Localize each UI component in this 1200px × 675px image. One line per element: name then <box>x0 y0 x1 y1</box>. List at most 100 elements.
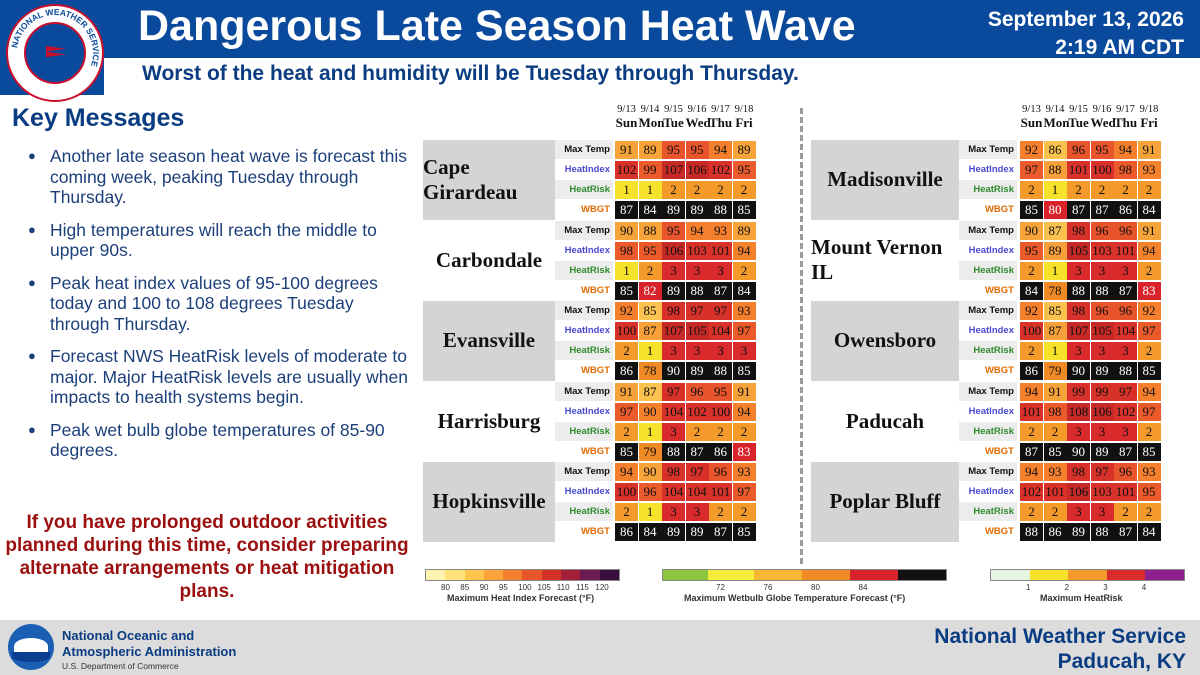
legend-tick: 84 <box>858 583 868 592</box>
forecast-cell: 98 <box>615 241 638 260</box>
forecast-cell: 1 <box>615 261 638 280</box>
forecast-cell: 3 <box>1067 261 1090 280</box>
day-header-weekday: Fri <box>735 115 753 130</box>
forecast-cell: 100 <box>1020 322 1043 340</box>
forecast-cell: 105 <box>1067 241 1090 260</box>
list-item: Another late season heat wave is forecas… <box>28 146 408 208</box>
day-header: 9/18 Fri <box>1138 104 1161 131</box>
forecast-cell: 94 <box>615 463 638 481</box>
location-name: Poplar Bluff <box>811 462 959 542</box>
row-label: Max Temp <box>959 140 1017 159</box>
forecast-cell: 88 <box>638 221 662 240</box>
day-header-weekday: Sun <box>1020 115 1043 130</box>
forecast-cell: 96 <box>1114 302 1137 320</box>
forecast-cell: 91 <box>1043 382 1067 401</box>
forecast-cell: 94 <box>732 241 756 260</box>
forecast-cell: 89 <box>662 201 685 219</box>
forecast-cell: 83 <box>1137 281 1161 300</box>
day-header-date: 9/16 <box>1092 104 1112 115</box>
row-label: Max Temp <box>959 381 1017 401</box>
day-header: 9/17 Thu <box>709 104 732 131</box>
row-label: Max Temp <box>555 220 613 240</box>
forecast-cell: 88 <box>1114 362 1137 380</box>
forecast-cell: 104 <box>662 483 685 501</box>
legend-tick: 76 <box>763 583 773 592</box>
location-name: Mount Vernon IL <box>811 220 959 300</box>
day-header-weekday: Tue <box>663 115 684 130</box>
forecast-cell: 3 <box>685 342 709 360</box>
row-label: WBGT <box>555 361 613 380</box>
location-name: Paducah <box>811 381 959 461</box>
forecast-cell: 99 <box>1067 382 1090 401</box>
row-label: WBGT <box>555 200 613 219</box>
day-header: 9/14 Mon <box>638 104 665 131</box>
row-label: HeatIndex <box>555 401 613 421</box>
forecast-cell: 97 <box>709 302 732 320</box>
forecast-cell: 2 <box>615 342 638 360</box>
forecast-cell: 89 <box>662 281 685 300</box>
forecast-cell: 107 <box>1067 322 1090 340</box>
forecast-cell: 85 <box>1043 442 1067 461</box>
forecast-cell: 98 <box>1043 402 1067 421</box>
forecast-cell: 3 <box>1090 422 1114 441</box>
forecast-cell: 3 <box>662 261 685 280</box>
day-header-date: 9/16 <box>687 104 707 115</box>
day-header-weekday: Wed <box>1090 115 1116 130</box>
forecast-cell: 84 <box>638 201 662 219</box>
forecast-cell: 95 <box>662 141 685 159</box>
forecast-cell: 95 <box>1020 241 1043 260</box>
row-label: WBGT <box>555 441 613 461</box>
noaa-name: National Oceanic and Atmospheric Adminis… <box>62 628 236 660</box>
forecast-cell: 85 <box>1043 302 1067 320</box>
page-title: Dangerous Late Season Heat Wave <box>138 2 856 50</box>
forecast-cell: 2 <box>732 503 756 521</box>
forecast-cell: 106 <box>1067 483 1090 501</box>
forecast-cell: 97 <box>662 382 685 401</box>
forecast-cell: 1 <box>638 503 662 521</box>
forecast-cell: 95 <box>1137 483 1161 501</box>
nws-logo-icon: NATIONAL WEATHER SERVICE <box>6 4 104 102</box>
row-label: HeatRisk <box>555 502 613 521</box>
forecast-cell: 97 <box>1020 161 1043 179</box>
forecast-cell: 87 <box>1043 221 1067 240</box>
day-header-weekday: Mon <box>638 115 665 130</box>
day-header: 9/17 Thu <box>1114 104 1137 131</box>
forecast-cell: 96 <box>638 483 662 501</box>
forecast-cell: 86 <box>615 362 638 380</box>
forecast-cell: 96 <box>1090 302 1114 320</box>
forecast-cell: 103 <box>685 241 709 260</box>
row-label: HeatIndex <box>959 482 1017 501</box>
forecast-cell: 2 <box>732 181 756 199</box>
forecast-cell: 2 <box>1020 261 1043 280</box>
row-label: HeatRisk <box>555 260 613 280</box>
forecast-cell: 94 <box>1020 463 1043 481</box>
forecast-cell: 88 <box>1067 281 1090 300</box>
forecast-cell: 86 <box>1043 141 1067 159</box>
list-item: High temperatures will reach the middle … <box>28 220 408 261</box>
forecast-cell: 87 <box>1090 201 1114 219</box>
forecast-cell: 80 <box>1043 201 1067 219</box>
day-header-date: 9/17 <box>1116 104 1135 115</box>
forecast-cell: 99 <box>1090 382 1114 401</box>
forecast-cell: 3 <box>662 503 685 521</box>
row-label: HeatRisk <box>555 341 613 360</box>
forecast-cell: 2 <box>732 422 756 441</box>
forecast-table-panel: 9/13 Sun 9/14 Mon 9/15 Tue 9/16 Wed 9/17 Thu 9/18 F… <box>415 98 1200 600</box>
forecast-cell: 102 <box>1114 402 1137 421</box>
forecast-cell: 108 <box>1067 402 1090 421</box>
wbgt-legend-caption: Maximum Wetbulb Globe Temperature Foreca… <box>684 593 906 603</box>
forecast-cell: 89 <box>662 523 685 541</box>
day-header-weekday: Wed <box>685 115 711 130</box>
forecast-cell: 97 <box>732 322 756 340</box>
row-label: WBGT <box>959 361 1017 380</box>
forecast-cell: 3 <box>1114 261 1137 280</box>
day-header: 9/15 Tue <box>1067 104 1090 131</box>
forecast-cell: 87 <box>638 382 662 401</box>
day-header: 9/13 Sun <box>1020 104 1043 131</box>
forecast-cell: 3 <box>1067 342 1090 360</box>
forecast-cell: 1 <box>1043 342 1067 360</box>
forecast-cell: 1 <box>638 181 662 199</box>
forecast-cell: 107 <box>662 161 685 179</box>
forecast-cell: 3 <box>662 342 685 360</box>
forecast-cell: 85 <box>638 302 662 320</box>
